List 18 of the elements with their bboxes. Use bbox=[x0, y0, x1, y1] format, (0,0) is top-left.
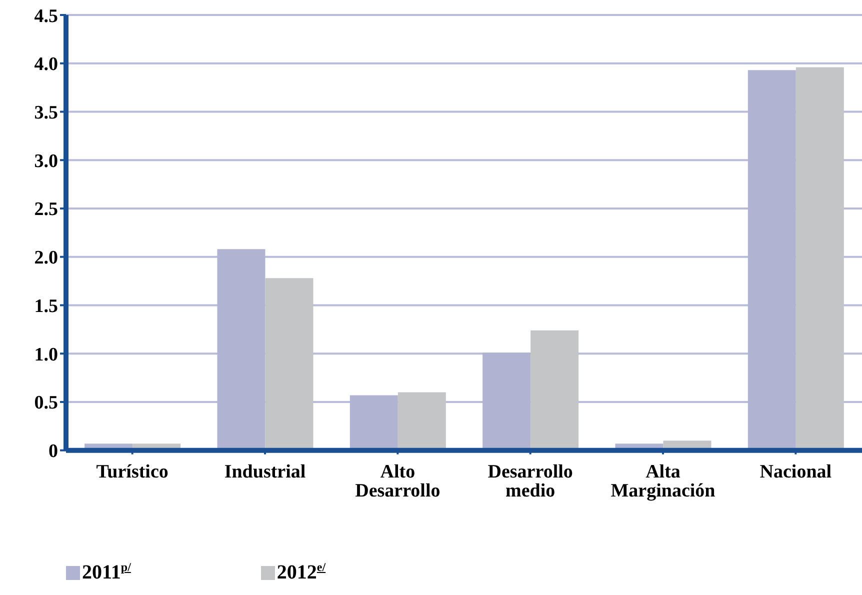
y-tick-label: 1.0 bbox=[34, 344, 58, 366]
legend-label: 2011$^{p/}$ bbox=[82, 560, 131, 585]
x-tick-label: Nacional bbox=[760, 461, 832, 482]
y-tick-label: 0.5 bbox=[34, 392, 58, 414]
y-tick-label: 3.0 bbox=[34, 150, 58, 172]
legend-label: 2012$^{e/}$ bbox=[276, 560, 326, 585]
y-tick-label: 0 bbox=[48, 441, 58, 462]
y-tick-label: 2.5 bbox=[34, 199, 58, 220]
y-tick-label: 2.0 bbox=[34, 248, 58, 269]
y-tick-label: 4.5 bbox=[34, 6, 58, 27]
x-tick-label: Turístico bbox=[96, 461, 168, 482]
y-tick-label: 3.5 bbox=[34, 102, 58, 124]
y-tick-label: 1.5 bbox=[34, 296, 58, 317]
x-tick-label: Desarrollo medio bbox=[488, 461, 573, 502]
x-tick-label: Alto Desarrollo bbox=[355, 461, 440, 502]
x-tick-label: Alta Marginación bbox=[610, 461, 716, 502]
x-tick-label: Industrial bbox=[224, 461, 306, 482]
y-tick-label: 4.0 bbox=[34, 54, 58, 76]
